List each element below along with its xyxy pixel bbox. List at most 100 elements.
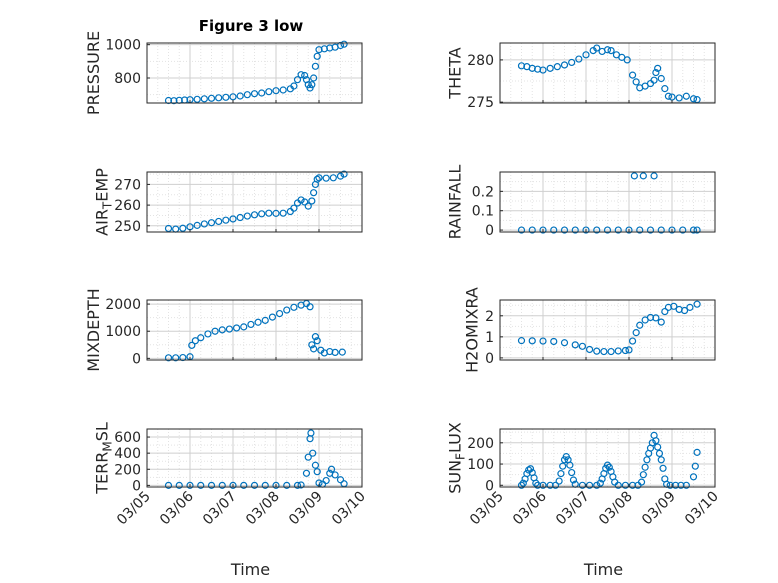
data-point <box>605 463 613 471</box>
data-point <box>340 170 348 178</box>
data-point <box>578 342 587 350</box>
data-point <box>293 76 302 84</box>
data-point <box>215 94 223 102</box>
data-point <box>197 481 205 489</box>
data-point <box>308 81 316 89</box>
data-point <box>641 463 649 471</box>
data-point <box>336 172 345 180</box>
data-point <box>191 337 199 345</box>
data-point <box>670 302 678 310</box>
data-point <box>679 226 687 234</box>
data-point <box>646 226 655 234</box>
data-point <box>272 87 280 95</box>
data-point <box>671 481 680 489</box>
data-point <box>623 56 631 64</box>
data-point <box>689 473 698 481</box>
data-point <box>240 323 248 331</box>
data-point <box>659 464 667 472</box>
data-point <box>528 226 536 234</box>
y-tick-label: 0.2 <box>472 184 494 200</box>
data-point <box>229 93 237 101</box>
y-tick-label: 1 <box>485 330 494 346</box>
data-point <box>657 74 665 83</box>
data-point <box>603 46 612 54</box>
data-point <box>639 172 647 180</box>
data-point <box>575 55 583 63</box>
axes-frame <box>499 299 716 361</box>
data-point <box>261 316 269 324</box>
data-point <box>207 481 216 489</box>
data-point <box>560 339 569 347</box>
data-point <box>539 481 547 489</box>
data-point <box>254 318 262 326</box>
data-point <box>517 481 526 489</box>
data-point <box>607 47 615 55</box>
y-tick-label: 275 <box>467 95 494 111</box>
data-point <box>657 226 665 234</box>
data-point <box>164 224 173 233</box>
data-point <box>200 95 208 103</box>
data-point <box>553 63 561 71</box>
data-point <box>229 215 237 223</box>
data-point <box>297 481 305 489</box>
data-point <box>268 313 277 321</box>
data-point <box>686 303 694 311</box>
data-point <box>186 481 194 489</box>
data-point <box>164 481 173 489</box>
y-tick-label: 2000 <box>105 297 141 313</box>
y-axis-label: AIRTEMP <box>93 168 115 236</box>
data-point <box>315 174 323 182</box>
data-point <box>313 175 321 183</box>
data-point <box>301 71 309 80</box>
data-point <box>517 337 526 345</box>
data-point <box>308 341 316 349</box>
data-point <box>643 456 651 464</box>
data-point <box>550 337 558 346</box>
axes-frame <box>146 428 363 488</box>
data-point <box>628 481 637 489</box>
data-point <box>693 300 701 308</box>
data-point <box>258 89 266 97</box>
data-point <box>657 456 665 464</box>
data-point <box>637 478 646 486</box>
data-point <box>654 443 662 451</box>
data-point <box>215 217 223 226</box>
y-tick-label: 260 <box>114 198 141 214</box>
y-tick-label: 600 <box>114 430 141 446</box>
data-point <box>279 86 287 94</box>
data-point <box>240 481 248 489</box>
data-point <box>336 476 345 484</box>
data-point <box>691 462 699 470</box>
data-point <box>568 468 576 477</box>
data-point <box>632 78 640 86</box>
data-point <box>650 76 658 84</box>
axes-frame <box>146 42 363 104</box>
data-point <box>661 85 669 93</box>
data-point <box>307 429 315 437</box>
data-point <box>582 51 590 59</box>
data-point <box>661 307 669 316</box>
data-point <box>311 461 320 469</box>
axes-frame <box>499 42 716 104</box>
data-point <box>628 71 637 79</box>
y-axis-label: MIXDEPTH <box>84 288 103 371</box>
data-point <box>313 337 321 345</box>
data-point <box>310 74 318 82</box>
data-point <box>539 66 547 74</box>
data-point <box>218 481 226 489</box>
data-point <box>265 88 273 96</box>
data-point <box>628 337 637 345</box>
data-point <box>283 306 291 314</box>
data-point <box>193 95 201 103</box>
y-axis-label: RAINFALL <box>446 165 465 240</box>
data-point <box>585 345 594 354</box>
data-point <box>593 44 601 52</box>
data-point <box>304 202 312 210</box>
data-point <box>603 226 612 234</box>
data-point <box>625 226 633 234</box>
data-point <box>207 219 216 227</box>
